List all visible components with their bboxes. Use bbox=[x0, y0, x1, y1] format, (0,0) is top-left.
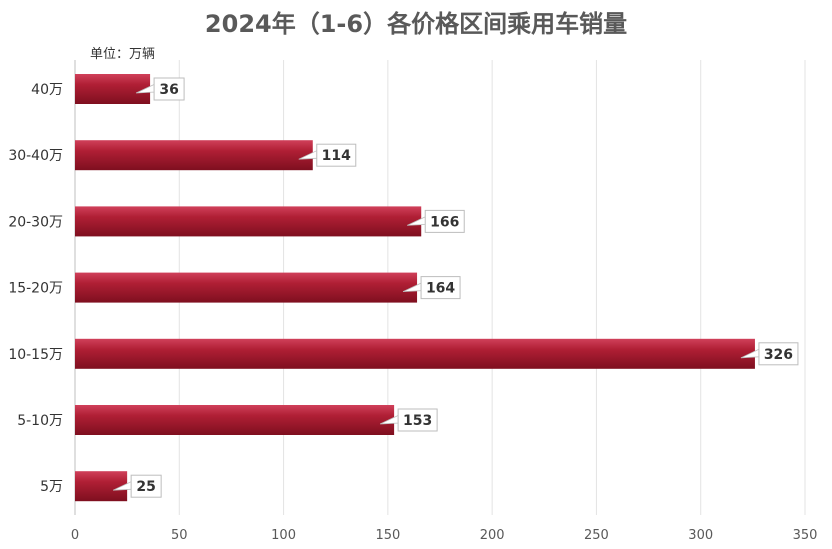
category-label: 5万 bbox=[40, 479, 63, 495]
data-label: 164 bbox=[426, 281, 455, 297]
data-label-box bbox=[130, 474, 162, 498]
category-label: 30-40万 bbox=[8, 148, 63, 164]
data-label-box bbox=[420, 276, 461, 300]
category-label: 20-30万 bbox=[8, 214, 63, 230]
bar bbox=[75, 272, 418, 303]
x-tick-label: 200 bbox=[480, 528, 505, 543]
x-tick-label: 100 bbox=[271, 528, 296, 543]
data-label-box bbox=[153, 77, 185, 101]
category-label: 5-10万 bbox=[17, 413, 63, 429]
data-label: 326 bbox=[764, 347, 793, 363]
data-label: 114 bbox=[322, 148, 351, 164]
data-label: 25 bbox=[136, 479, 155, 495]
bar bbox=[75, 405, 395, 435]
x-tick-label: 150 bbox=[375, 528, 400, 543]
chart-title: 2024年（1-6）各价格区间乘用车销量 bbox=[204, 10, 628, 38]
bar bbox=[75, 471, 128, 502]
bar bbox=[75, 338, 755, 369]
x-tick-label: 250 bbox=[584, 528, 609, 543]
data-label-box bbox=[758, 342, 799, 366]
bar bbox=[75, 206, 422, 237]
data-label-box bbox=[316, 143, 357, 167]
unit-label: 单位：万辆 bbox=[90, 47, 156, 62]
bar bbox=[75, 140, 313, 171]
x-tick-label: 300 bbox=[688, 528, 713, 543]
data-label-box bbox=[397, 408, 438, 432]
category-label: 10-15万 bbox=[8, 347, 63, 363]
x-tick-label: 350 bbox=[793, 528, 818, 543]
data-label: 166 bbox=[430, 214, 459, 230]
bar bbox=[75, 74, 151, 104]
x-tick-label: 0 bbox=[71, 528, 79, 543]
x-tick-label: 50 bbox=[171, 528, 188, 543]
data-label-box bbox=[424, 209, 465, 233]
data-label: 36 bbox=[159, 82, 178, 98]
data-label: 153 bbox=[403, 413, 432, 429]
category-label: 15-20万 bbox=[8, 281, 63, 297]
category-label: 40万 bbox=[31, 82, 63, 98]
